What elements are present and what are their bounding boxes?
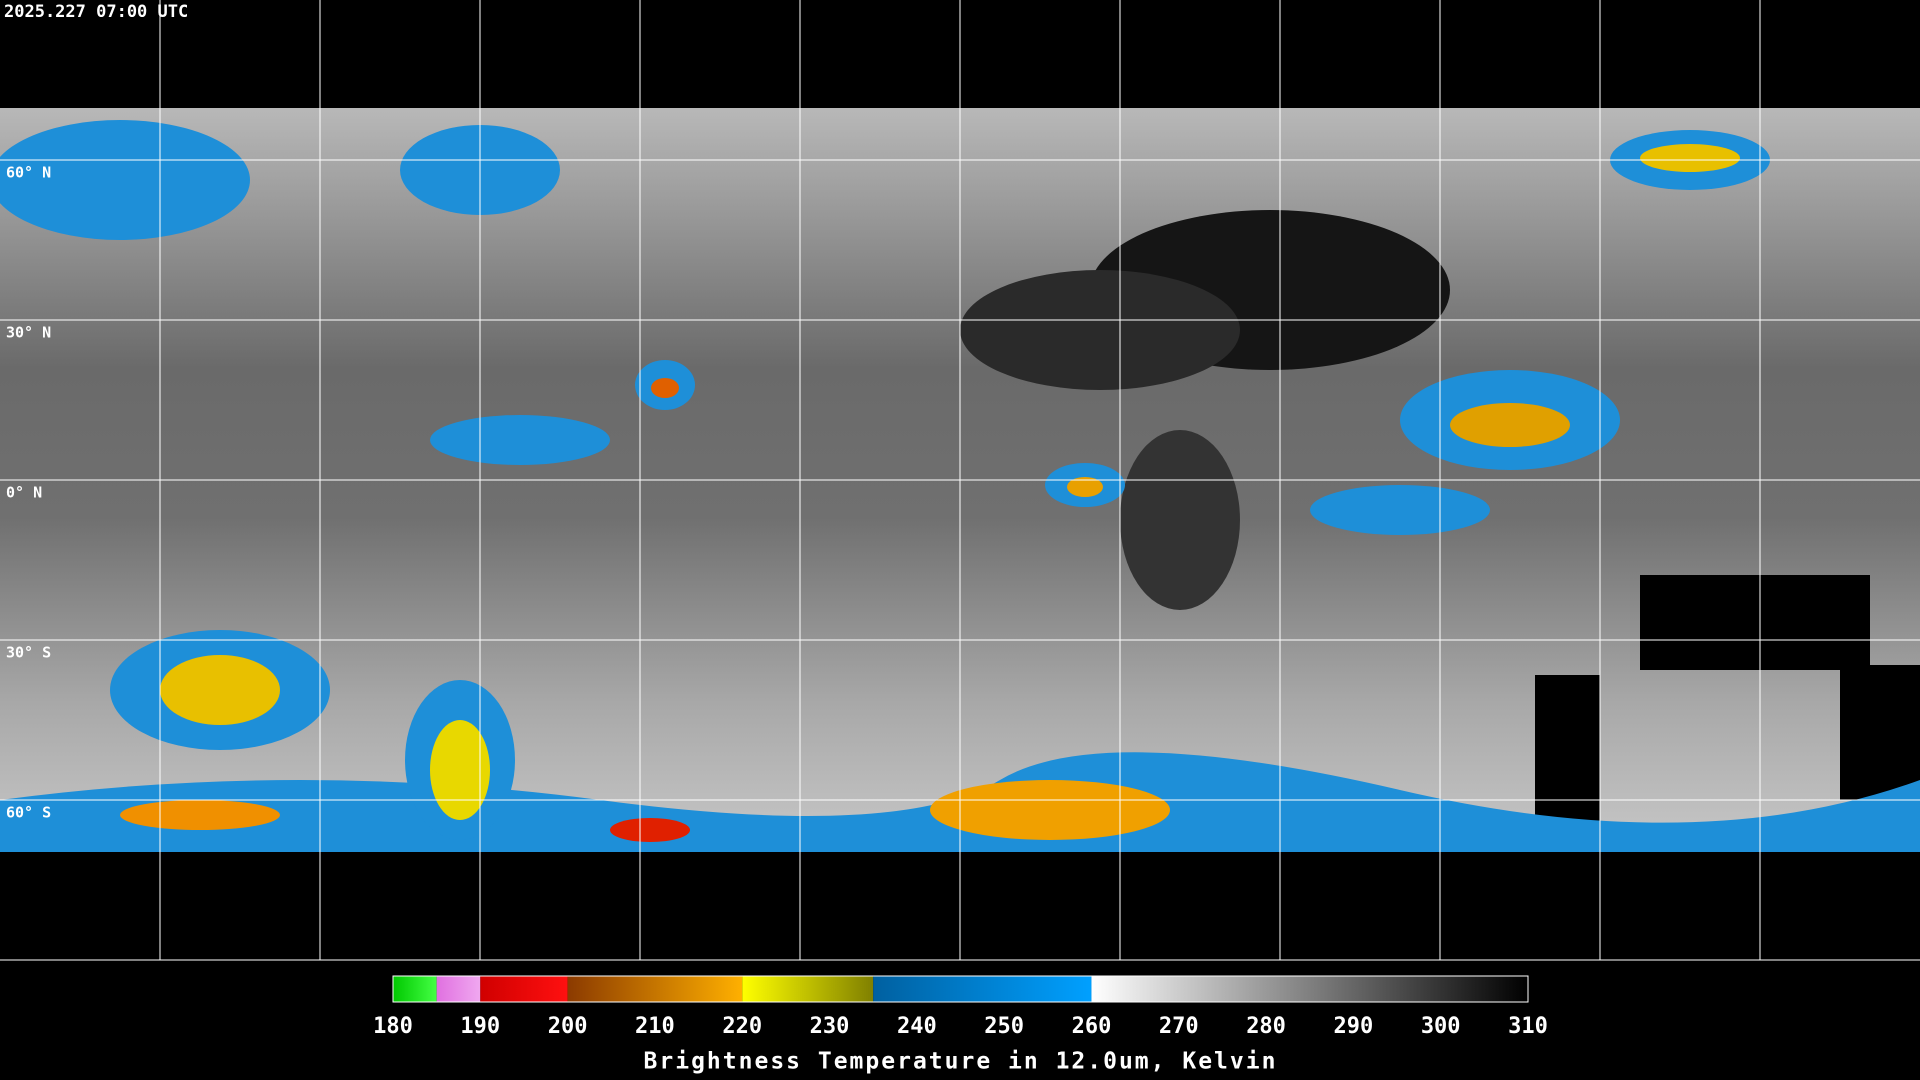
cold-cloud-core <box>651 378 679 398</box>
cold-cloud-core <box>1450 403 1570 447</box>
colorbar-segment <box>1091 976 1528 1002</box>
missing-data <box>1640 575 1870 670</box>
colorbar-tick-label: 290 <box>1334 1014 1374 1039</box>
cold-cloud-core <box>930 780 1170 840</box>
timestamp: 2025.227 07:00 UTC <box>4 2 188 22</box>
cold-cloud-core <box>160 655 280 725</box>
cold-cloud <box>430 415 610 465</box>
colorbar-tick-label: 220 <box>722 1014 762 1039</box>
dry-region <box>960 270 1240 390</box>
colorbar-tick-label: 230 <box>810 1014 850 1039</box>
colorbar-tick-label: 280 <box>1246 1014 1286 1039</box>
colorbar-segment <box>393 976 437 1002</box>
colorbar-frame <box>392 975 1529 1003</box>
colorbar-segment <box>873 976 1092 1002</box>
colorbar-tick-label: 270 <box>1159 1014 1199 1039</box>
cold-cloud-core <box>120 800 280 830</box>
cold-cloud-core <box>610 818 690 842</box>
graticule: 60° N 30° N 0° N 30° S 60° S <box>0 0 1920 961</box>
colorbar-tick-label: 180 <box>373 1014 413 1039</box>
cold-cloud-core <box>430 720 490 820</box>
colorbar-tick-label: 200 <box>548 1014 588 1039</box>
colorbar-segment <box>742 976 874 1002</box>
colorbar-tick-label: 260 <box>1072 1014 1112 1039</box>
colorbar-tick-label: 190 <box>460 1014 500 1039</box>
colorbar-tick-label: 300 <box>1421 1014 1461 1039</box>
missing-data <box>1535 675 1600 840</box>
cold-cloud-core <box>1640 144 1740 172</box>
colorbar-tick-label: 250 <box>984 1014 1024 1039</box>
colorbar-tick-label: 240 <box>897 1014 937 1039</box>
missing-data <box>1840 665 1920 800</box>
dry-region <box>1120 430 1240 610</box>
latitude-label: 30° S <box>6 644 51 662</box>
latitude-label: 30° N <box>6 324 51 342</box>
latitude-label: 0° N <box>6 484 42 502</box>
colorbar-segment <box>567 976 743 1002</box>
cold-cloud <box>0 120 250 240</box>
colorbar-tick-label: 310 <box>1508 1014 1548 1039</box>
colorbar-tick-label: 210 <box>635 1014 675 1039</box>
colorbar-segment <box>480 976 568 1002</box>
colorbar-label: Brightness Temperature in 12.0um, Kelvin <box>644 1049 1278 1075</box>
latitude-label: 60° N <box>6 164 51 182</box>
cold-cloud-core <box>1067 477 1103 497</box>
latitude-label: 60° S <box>6 804 51 822</box>
colorbar-segment <box>436 976 481 1002</box>
cold-cloud <box>1310 485 1490 535</box>
colorbar: 180 190 200 210 220 230 240 250 260 270 280 290 300 3… <box>373 975 1548 1075</box>
